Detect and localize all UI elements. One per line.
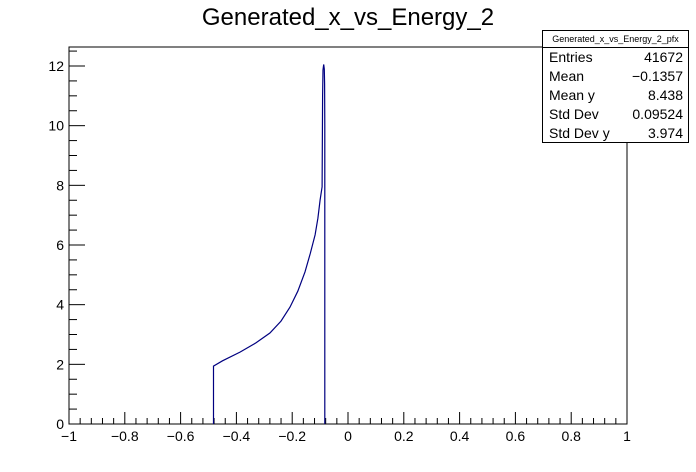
stats-title: Generated_x_vs_Energy_2_pfx (543, 31, 688, 48)
svg-text:0.8: 0.8 (561, 428, 581, 444)
svg-text:−0.8: −0.8 (111, 428, 139, 444)
svg-text:8: 8 (56, 177, 64, 193)
svg-text:4: 4 (56, 297, 64, 313)
svg-text:10: 10 (48, 118, 64, 134)
stats-row-mean: Mean −0.1357 (549, 68, 683, 84)
svg-text:0.2: 0.2 (394, 428, 414, 444)
svg-text:12: 12 (48, 58, 64, 74)
chart-title: Generated_x_vs_Energy_2 (201, 4, 495, 31)
stats-row-entries: Entries 41672 (549, 49, 683, 65)
svg-text:0.6: 0.6 (506, 428, 526, 444)
svg-text:−1: −1 (61, 428, 77, 444)
svg-text:0: 0 (56, 416, 64, 432)
stats-row-mean-y: Mean y 8.438 (549, 87, 683, 103)
svg-text:0: 0 (344, 428, 352, 444)
svg-text:0.4: 0.4 (450, 428, 470, 444)
tick-labels: −1 −0.8 −0.6 −0.4 −0.2 0 0.2 0.4 0.6 0.8 102468101… (48, 58, 631, 444)
stats-box: Generated_x_vs_Energy_2_pfx Entries 41672… (542, 30, 689, 143)
data-series-line (212, 64, 326, 424)
svg-text:−0.6: −0.6 (167, 428, 195, 444)
svg-text:2: 2 (56, 356, 64, 372)
svg-text:−0.4: −0.4 (223, 428, 251, 444)
axis-ticks (68, 50, 628, 425)
svg-text:6: 6 (56, 237, 64, 253)
stats-row-std-dev: Std Dev 0.09524 (549, 106, 683, 122)
svg-text:1: 1 (623, 428, 631, 444)
svg-text:−0.2: −0.2 (278, 428, 306, 444)
stats-row-std-dev-y: Std Dev y 3.974 (549, 125, 683, 141)
